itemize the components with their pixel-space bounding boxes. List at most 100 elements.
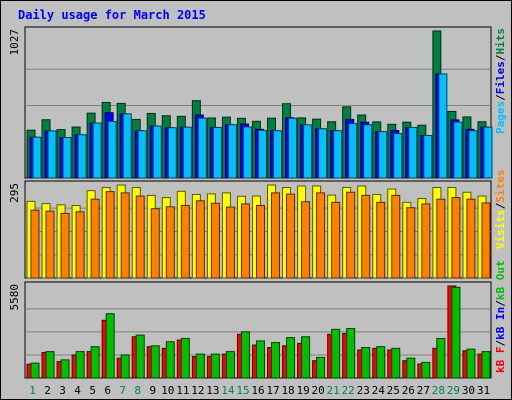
legend-entry--1: / <box>494 94 507 101</box>
bar-pages-day-17 <box>273 130 283 179</box>
bar-kb-out-day-17 <box>271 342 281 379</box>
bar-sites-day-29 <box>451 197 461 279</box>
bar-kb-out-day-10 <box>165 341 175 379</box>
x-tick-label-day-30: 30 <box>462 384 475 397</box>
x-tick-label-day-4: 4 <box>74 384 81 397</box>
x-tick-label-day-25: 25 <box>387 384 400 397</box>
bar-sites-day-24 <box>376 201 386 279</box>
bar-kb-out-day-1 <box>30 362 40 379</box>
bar-pages-day-13 <box>212 126 222 179</box>
bar-sites-day-20 <box>316 192 326 279</box>
bar-pages-day-26 <box>408 126 418 179</box>
bar-sites-day-3 <box>60 212 70 279</box>
legend-entry--1: / <box>494 202 507 209</box>
bar-kb-out-day-5 <box>90 346 100 379</box>
bar-sites-day-5 <box>90 198 100 279</box>
legend-kbytes: kB F/kB In/kB Out <box>494 260 507 373</box>
bar-pages-day-23 <box>363 124 373 179</box>
legend-entry--3: / <box>494 54 507 61</box>
bar-sites-day-7 <box>120 192 130 279</box>
legend-entry-pages-0: Pages <box>494 101 507 134</box>
bar-pages-day-30 <box>468 130 478 179</box>
bar-sites-day-18 <box>286 193 296 279</box>
x-tick-label-day-6: 6 <box>104 384 111 397</box>
bar-pages-day-16 <box>257 129 267 179</box>
bar-pages-day-19 <box>303 124 313 179</box>
bar-pages-day-21 <box>333 130 343 179</box>
bar-sites-day-31 <box>481 202 491 279</box>
legend-entry-sites-2: Sites <box>494 170 507 203</box>
bar-pages-day-6 <box>107 120 117 179</box>
y-max-label-hits-files-pages: 1027 <box>8 29 21 56</box>
x-tick-label-day-27: 27 <box>417 384 430 397</box>
bar-kb-out-day-23 <box>361 346 371 379</box>
x-tick-label-day-7: 7 <box>119 384 126 397</box>
legend-entry--1: / <box>494 340 507 347</box>
bar-pages-day-24 <box>378 131 388 179</box>
bar-sites-day-21 <box>331 201 341 279</box>
bar-kb-out-day-22 <box>346 328 356 379</box>
bar-pages-day-7 <box>122 113 132 179</box>
x-tick-label-day-21: 21 <box>327 384 340 397</box>
legend-visits-sites: Visits/Sites <box>494 170 507 250</box>
bar-pages-day-9 <box>152 125 162 179</box>
x-tick-label-day-18: 18 <box>281 384 294 397</box>
x-tick-label-day-16: 16 <box>251 384 264 397</box>
bar-pages-day-29 <box>453 121 463 179</box>
bar-pages-day-31 <box>483 126 493 179</box>
bar-kb-out-day-20 <box>316 356 326 379</box>
x-tick-label-day-13: 13 <box>206 384 219 397</box>
legend-hits-files-pages: Pages/Files/Hits <box>494 28 507 134</box>
bar-kb-out-day-13 <box>210 353 220 379</box>
bar-kb-out-day-9 <box>150 345 160 379</box>
bar-sites-day-23 <box>361 194 371 279</box>
bar-sites-day-27 <box>421 203 431 279</box>
bar-kb-out-day-2 <box>45 351 55 379</box>
legend-entry-hits-4: Hits <box>494 28 507 55</box>
x-tick-label-day-24: 24 <box>372 384 386 397</box>
bar-sites-day-17 <box>271 192 281 279</box>
bar-pages-day-14 <box>227 124 237 179</box>
legend-entry-files-2: Files <box>494 61 507 94</box>
bar-kb-out-day-14 <box>225 351 235 379</box>
x-tick-label-day-23: 23 <box>357 384 370 397</box>
x-tick-label-day-3: 3 <box>59 384 66 397</box>
x-tick-label-day-22: 22 <box>342 384 355 397</box>
bar-sites-day-15 <box>240 203 250 279</box>
bar-kb-out-day-11 <box>180 337 190 379</box>
x-tick-label-day-28: 28 <box>432 384 445 397</box>
bar-pages-day-15 <box>242 126 252 179</box>
bar-sites-day-28 <box>436 198 446 279</box>
bar-sites-day-30 <box>466 198 476 279</box>
x-tick-label-day-31: 31 <box>477 384 490 397</box>
legend-entry-visits-0: Visits <box>494 209 507 249</box>
bar-sites-day-14 <box>225 206 235 279</box>
bar-sites-day-22 <box>346 191 356 279</box>
legend-entry-kbout-4: kB Out <box>494 260 507 300</box>
bar-pages-day-3 <box>62 136 72 179</box>
x-tick-label-day-5: 5 <box>89 384 96 397</box>
bar-sites-day-19 <box>301 201 311 279</box>
x-tick-label-day-9: 9 <box>149 384 156 397</box>
bar-kb-out-day-24 <box>376 346 386 379</box>
bar-kb-out-day-12 <box>195 353 205 379</box>
bar-pages-day-1 <box>32 136 42 179</box>
bar-kb-out-day-28 <box>436 337 446 379</box>
bar-pages-day-8 <box>137 130 147 179</box>
bar-sites-day-1 <box>30 209 40 279</box>
bar-kb-out-day-27 <box>421 361 431 379</box>
bar-kb-out-day-15 <box>240 331 250 379</box>
bar-pages-day-22 <box>348 123 358 179</box>
x-tick-label-day-8: 8 <box>134 384 141 397</box>
x-tick-label-day-26: 26 <box>402 384 415 397</box>
bar-sites-day-8 <box>135 195 145 279</box>
x-tick-label-day-1: 1 <box>29 384 36 397</box>
x-tick-label-day-20: 20 <box>312 384 325 397</box>
bar-sites-day-2 <box>45 210 55 279</box>
bar-kb-out-day-16 <box>255 340 265 379</box>
bar-kb-out-day-3 <box>60 359 70 379</box>
bar-pages-day-12 <box>197 117 207 179</box>
bar-pages-day-4 <box>77 134 87 179</box>
bar-sites-day-9 <box>150 208 160 279</box>
